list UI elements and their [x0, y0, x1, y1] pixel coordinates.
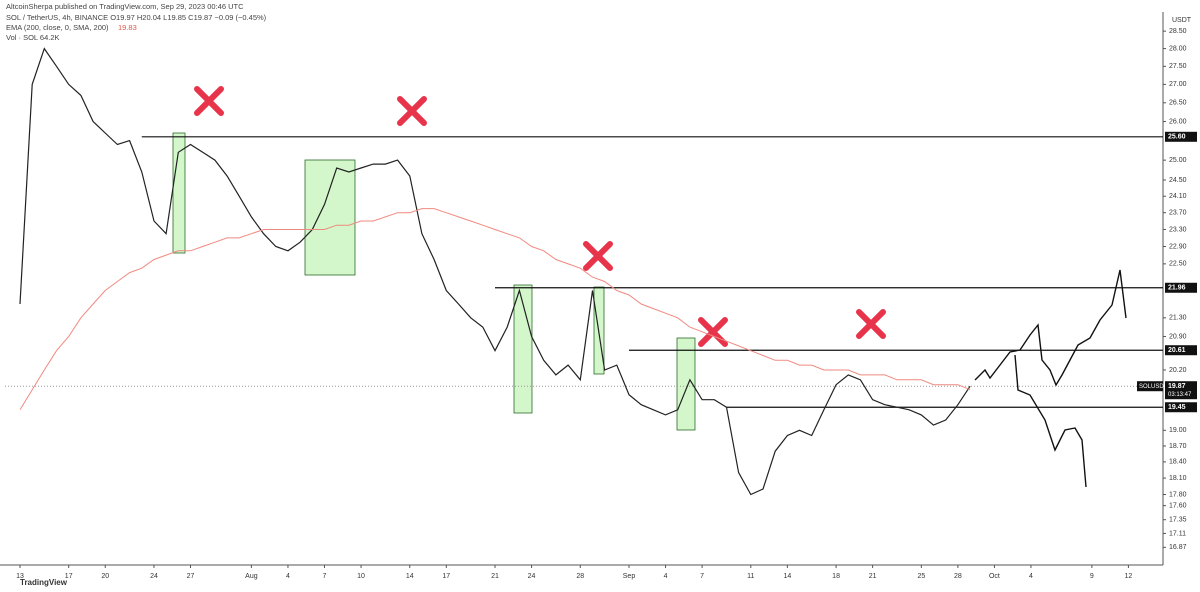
price-tag [1165, 381, 1197, 400]
x-tick-label: 18 [832, 573, 840, 580]
brand: TradingView [20, 578, 68, 587]
x-tick-label: 13 [16, 573, 24, 580]
x-tick-label: 21 [491, 573, 499, 580]
y-tick-label: 22.50 [1169, 261, 1187, 268]
box [513, 284, 533, 414]
x-tick-label: 4 [664, 573, 668, 580]
y-tick-label: 17.11 [1169, 530, 1186, 537]
currency: USDT [1172, 17, 1192, 24]
x-tick-label: 25 [917, 573, 925, 580]
symbol-tag [1137, 381, 1163, 392]
countdown: 03:13:47 [1168, 392, 1192, 398]
x-tick-label: Aug [245, 573, 258, 580]
x-stroke [194, 86, 224, 116]
y-tick-label: 22.90 [1169, 243, 1187, 250]
y-tick-label: 21.30 [1169, 315, 1187, 322]
x-tick-label: 14 [406, 573, 414, 580]
y-tick-label: 26.50 [1169, 100, 1187, 107]
y-tick-label: 18.70 [1169, 443, 1187, 450]
x-tick-label: 4 [286, 573, 290, 580]
x-tick-label: 7 [323, 573, 327, 580]
x-tick-label: 17 [65, 573, 73, 580]
x-tick-label: 21 [869, 573, 877, 580]
y-tick-label: 25.00 [1169, 157, 1187, 164]
level-tag [1165, 402, 1197, 413]
price-label: 19.87 [1168, 383, 1186, 390]
green-boxes [172, 132, 696, 431]
x-stroke [583, 241, 613, 271]
y-tick-label: 24.10 [1169, 193, 1187, 200]
publisher: AltcoinSherpa published on TradingView.c… [6, 2, 244, 11]
x-tick-label: 7 [700, 573, 704, 580]
x-stroke [856, 309, 886, 339]
y-tick-label: 20.20 [1169, 367, 1187, 374]
y-tick-label: 19.00 [1169, 427, 1187, 434]
y-tick-label: 18.40 [1169, 459, 1187, 466]
x-tick-label: 17 [442, 573, 450, 580]
x-tick-label: 9 [1090, 573, 1094, 580]
symbol-label: SOLUSDT [1139, 384, 1168, 390]
y-tick-label: 28.00 [1169, 45, 1187, 52]
ema-line: EMA (200, close, 0, SMA, 200) [6, 23, 109, 32]
level-label: 20.61 [1168, 347, 1186, 354]
x-tick-label: 11 [747, 573, 754, 580]
x-tick-label: 24 [528, 573, 536, 580]
level-tag [1165, 282, 1197, 293]
x-tick-label: 20 [101, 573, 109, 580]
y-tick-label: 26.00 [1169, 118, 1187, 125]
x-tick-label: 28 [576, 573, 584, 580]
y-tick-label: 24.50 [1169, 177, 1187, 184]
box [172, 132, 186, 254]
x-tick-label: 27 [187, 573, 195, 580]
level-tag [1165, 131, 1197, 142]
y-tick-label: 27.50 [1169, 63, 1187, 70]
price-line [19, 47, 971, 496]
projection-down [1014, 354, 1087, 488]
level-label: 21.96 [1168, 285, 1186, 292]
rejection-marks [194, 86, 886, 347]
box [676, 337, 696, 431]
projection-up [974, 269, 1127, 387]
symbol-line: SOL / TetherUS, 4h, BINANCE O19.97 H20.0… [6, 13, 267, 22]
y-tick-label: 23.70 [1169, 210, 1187, 217]
x-stroke [397, 96, 427, 126]
y-tick-label: 28.50 [1169, 28, 1187, 35]
vol-line: Vol · SOL 64.2K [6, 33, 60, 42]
y-tick-label: 17.80 [1169, 491, 1187, 498]
projection [974, 269, 1127, 488]
y-tick-label: 18.10 [1169, 475, 1187, 482]
ema-line [19, 208, 971, 411]
x-tick-label: 12 [1125, 573, 1133, 580]
x-stroke [698, 317, 728, 347]
x-tick-label: 10 [357, 573, 365, 580]
x-tick-label: 4 [1029, 573, 1033, 580]
x-tick-label: Sep [623, 573, 636, 580]
x-tick-label: 14 [783, 573, 791, 580]
y-tick-label: 23.30 [1169, 226, 1187, 233]
y-tick-label: 17.35 [1169, 517, 1187, 524]
level-tag [1165, 345, 1197, 356]
x-tick-label: Oct [989, 573, 1000, 580]
y-tick-label: 20.90 [1169, 333, 1187, 340]
y-tick-label: 17.60 [1169, 502, 1187, 509]
box [304, 159, 356, 276]
ema-value: 19.83 [118, 23, 137, 32]
y-tick-label: 16.87 [1169, 544, 1187, 551]
level-label: 19.45 [1168, 404, 1186, 411]
x-tick-label: 24 [150, 573, 158, 580]
level-label: 25.60 [1168, 134, 1186, 141]
x-tick-label: 28 [954, 573, 962, 580]
y-tick-label: 27.00 [1169, 81, 1187, 88]
